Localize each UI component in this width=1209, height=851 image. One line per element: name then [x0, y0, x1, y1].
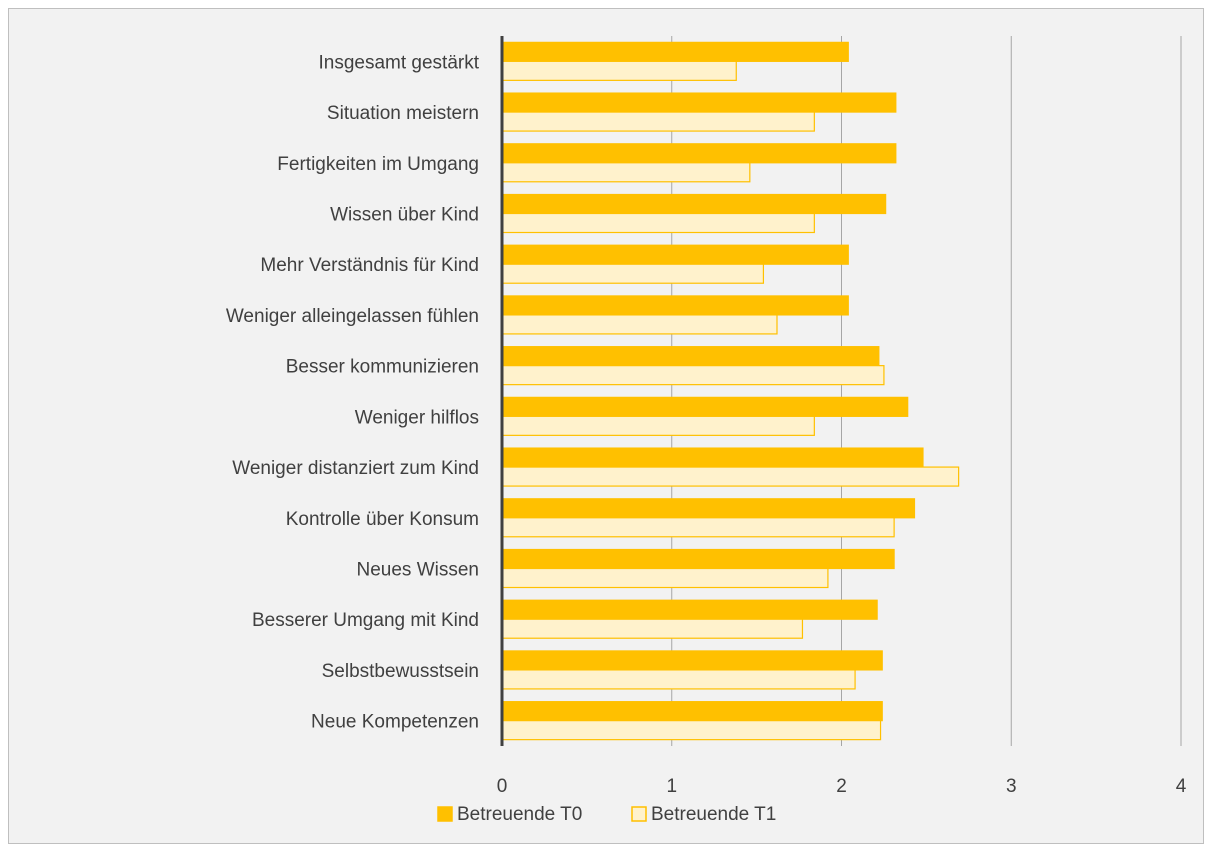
- bar-t1: [501, 415, 815, 436]
- category-label: Kontrolle über Konsum: [286, 509, 479, 530]
- x-tick-label: 1: [666, 776, 677, 797]
- bar-t0: [501, 244, 849, 265]
- bar-t0: [501, 346, 880, 367]
- bar-t0: [501, 143, 897, 164]
- bar-t1: [501, 314, 778, 335]
- bar-t0: [501, 92, 897, 113]
- bar-t1: [501, 60, 737, 81]
- category-label: Besserer Umgang mit Kind: [252, 610, 479, 631]
- bar-t0: [501, 295, 849, 316]
- category-label: Insgesamt gestärkt: [318, 52, 479, 73]
- category-label: Weniger distanziert zum Kind: [232, 458, 479, 479]
- x-tick-label: 2: [836, 776, 847, 797]
- category-label: Wissen über Kind: [330, 205, 479, 226]
- bar-t0: [501, 498, 916, 519]
- category-label: Mehr Verständnis für Kind: [260, 255, 479, 276]
- bar-t1: [501, 567, 829, 589]
- bar-t0: [501, 396, 909, 417]
- bar-t0: [501, 650, 883, 671]
- bar-t0: [501, 447, 924, 468]
- bar-t1: [501, 517, 895, 538]
- category-label: Neue Kompetenzen: [311, 712, 479, 733]
- category-label: Weniger alleingelassen fühlen: [226, 306, 479, 327]
- bar-t1: [501, 720, 882, 741]
- category-label: Fertigkeiten im Umgang: [277, 154, 479, 175]
- bar-t0: [501, 548, 895, 570]
- bar-t0: [501, 599, 878, 620]
- category-label: Selbstbewusstsein: [322, 661, 479, 682]
- bar-t0: [501, 701, 883, 722]
- category-label: Besser kommunizieren: [286, 357, 479, 378]
- x-tick-label: 4: [1176, 776, 1187, 797]
- x-tick-label: 3: [1006, 776, 1017, 797]
- bar-t0: [501, 193, 887, 215]
- legend-item-t1-label: Betreuende T1: [651, 804, 776, 825]
- bar-t1: [501, 263, 765, 284]
- bar-t1: [501, 111, 815, 132]
- x-tick-label: 0: [497, 776, 508, 797]
- category-label: Weniger hilflos: [355, 407, 479, 428]
- category-label: Neues Wissen: [357, 560, 480, 581]
- bar-t1: [501, 365, 885, 386]
- bar-t0: [501, 41, 849, 62]
- bar-t1: [501, 162, 751, 183]
- bar-t1: [501, 669, 856, 690]
- bar-t1: [501, 466, 960, 487]
- chart-frame: Insgesamt gestärkt Situation meistern Fert…: [8, 8, 1204, 844]
- legend-item-t1-swatch: [631, 806, 647, 822]
- bar-t1: [501, 618, 804, 639]
- bar-t1: [501, 212, 815, 234]
- legend-item-t0-label: Betreuende T0: [457, 804, 582, 825]
- legend-item-t0-swatch: [437, 806, 453, 822]
- bar-chart: Insgesamt gestärkt Situation meistern Fert…: [226, 36, 1187, 825]
- category-label: Situation meistern: [327, 103, 479, 124]
